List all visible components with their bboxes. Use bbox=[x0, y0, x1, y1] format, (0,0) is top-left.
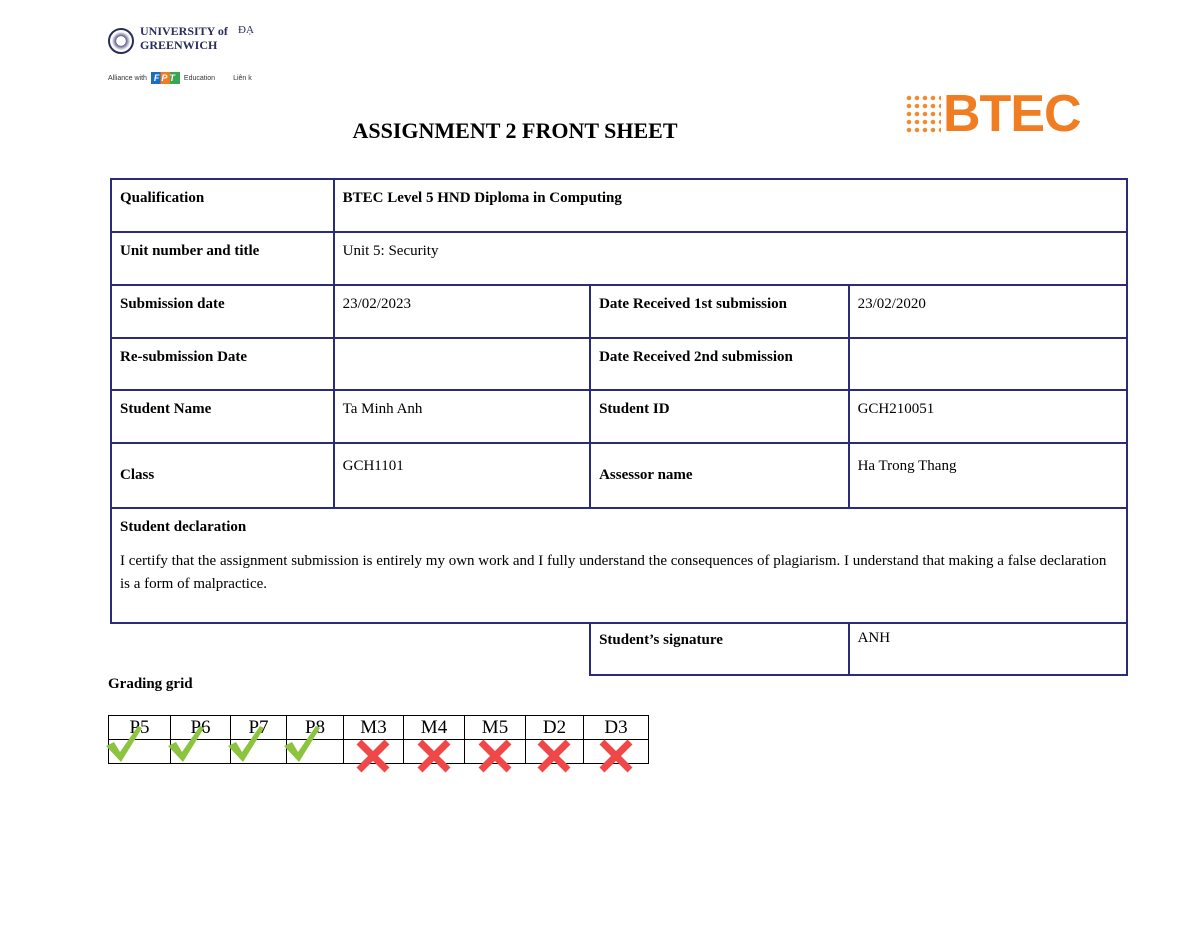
education-text: Education bbox=[183, 74, 216, 82]
cross-icon bbox=[537, 739, 571, 773]
student-id-label: Student ID bbox=[589, 389, 850, 444]
received1-label: Date Received 1st submission bbox=[589, 284, 850, 339]
btec-dots-icon bbox=[905, 94, 941, 136]
grading-grid-label: Grading grid bbox=[108, 676, 193, 692]
alliance-text: Alliance with bbox=[108, 74, 147, 82]
fpt-logo: FPT bbox=[150, 72, 180, 84]
cross-icon bbox=[599, 739, 632, 773]
resubmission-value bbox=[332, 337, 592, 391]
student-id-value: GCH210051 bbox=[847, 389, 1129, 444]
signature-value: ANH bbox=[847, 622, 1129, 676]
lienket-text: Liên k bbox=[233, 74, 252, 82]
grade-result-cell bbox=[108, 739, 171, 764]
class-value: GCH1101 bbox=[332, 442, 592, 509]
page-title: ASSIGNMENT 2 FRONT SHEET bbox=[352, 118, 678, 143]
cross-icon bbox=[478, 739, 511, 773]
submission-value: 23/02/2023 bbox=[332, 284, 592, 339]
check-icon bbox=[284, 726, 320, 762]
grade-criterion-d2: D2 bbox=[525, 715, 584, 740]
crest-icon bbox=[108, 28, 134, 54]
resubmission-label: Re-submission Date bbox=[110, 337, 335, 391]
declaration-label: Student declaration bbox=[120, 519, 247, 535]
qualification-value: BTEC Level 5 HND Diploma in Computing bbox=[332, 178, 1129, 233]
student-name-label: Student Name bbox=[110, 389, 335, 444]
cross-icon bbox=[356, 739, 390, 773]
grade-criterion-m5: M5 bbox=[464, 715, 526, 740]
received2-value bbox=[847, 337, 1129, 391]
qualification-label: Qualification bbox=[110, 178, 335, 233]
cross-icon bbox=[417, 739, 450, 773]
btec-logo: BTEC bbox=[905, 85, 1095, 143]
assessor-label: Assessor name bbox=[589, 442, 850, 509]
assessor-value: Ha Trong Thang bbox=[847, 442, 1129, 509]
class-label: Class bbox=[110, 442, 335, 509]
student-name-value: Ta Minh Anh bbox=[332, 389, 592, 444]
unit-label: Unit number and title bbox=[110, 231, 335, 286]
declaration-cell: Student declaration I certify that the a… bbox=[110, 507, 1128, 624]
signature-label: Student’s signature bbox=[589, 622, 850, 676]
university-name: UNIVERSITY of GREENWICH bbox=[140, 24, 228, 52]
university-logo: UNIVERSITY of GREENWICH ĐẠ Alliance with… bbox=[108, 22, 278, 92]
unit-value: Unit 5: Security bbox=[332, 231, 1129, 286]
front-sheet-table: Qualification BTEC Level 5 HND Diploma in… bbox=[110, 178, 1129, 676]
received2-label: Date Received 2nd submission bbox=[589, 337, 850, 391]
check-icon bbox=[168, 726, 204, 762]
grade-criterion-d3: D3 bbox=[583, 715, 649, 740]
received1-value: 23/02/2020 bbox=[847, 284, 1129, 339]
check-icon bbox=[228, 726, 264, 762]
submission-label: Submission date bbox=[110, 284, 335, 339]
partner-text: ĐẠ bbox=[238, 24, 254, 36]
check-icon bbox=[106, 726, 142, 762]
btec-wordmark: BTEC bbox=[943, 85, 1082, 143]
declaration-text: I certify that the assignment submission… bbox=[120, 553, 1107, 592]
